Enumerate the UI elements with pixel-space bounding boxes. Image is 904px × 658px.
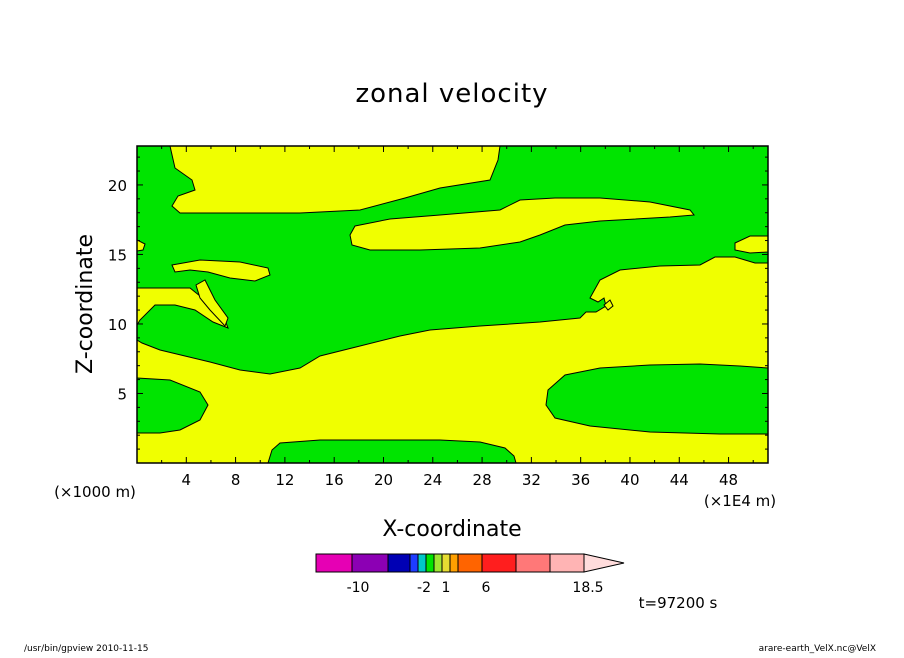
y-tick-label: 10 bbox=[108, 316, 127, 334]
colorbar-segment bbox=[449, 553, 459, 573]
y-tick-label: 5 bbox=[117, 385, 127, 403]
contour-region-left-tongue-b bbox=[195, 279, 229, 327]
x-tick-label: 36 bbox=[571, 471, 590, 489]
contour-region-middle-right bbox=[349, 197, 695, 251]
colorbar-segment bbox=[481, 553, 517, 573]
plot-frame bbox=[136, 145, 769, 464]
colorbar-tick-label: 18.5 bbox=[572, 580, 603, 596]
contour-region-left-edge bbox=[137, 239, 146, 252]
colorbar-ticks: -10 -2 1 6 18.5 bbox=[347, 580, 604, 596]
colorbar-segment bbox=[387, 553, 411, 573]
y-tick-label: 15 bbox=[108, 246, 127, 264]
footer-right: arare-earth_VelX.nc@VelX bbox=[759, 644, 876, 654]
y-tick-label: 20 bbox=[108, 177, 127, 195]
x-tick-label: 20 bbox=[374, 471, 393, 489]
contour-region-bottom bbox=[267, 439, 517, 463]
colorbar-segment bbox=[549, 553, 585, 573]
x-axis: 4 8 12 16 20 24 28 32 36 40 44 48 bbox=[161, 146, 754, 489]
colorbar-segment bbox=[409, 553, 419, 573]
colorbar-segment bbox=[515, 553, 551, 573]
colorbar-segment bbox=[315, 553, 353, 573]
chart-title: zonal velocity bbox=[355, 79, 548, 109]
colorbar-tick-label: -2 bbox=[417, 580, 431, 596]
x-tick-label: 40 bbox=[620, 471, 639, 489]
contour-speck bbox=[603, 299, 614, 311]
x-scale-note: (×1000 m) bbox=[54, 483, 136, 501]
y-axis-label: Z-coordinate bbox=[73, 234, 98, 374]
colorbar-segment bbox=[457, 553, 483, 573]
colorbar-segment bbox=[417, 553, 427, 573]
contour-region-right-edge bbox=[734, 235, 768, 254]
x-tick-label: 4 bbox=[182, 471, 192, 489]
x-tick-label: 8 bbox=[231, 471, 241, 489]
x-tick-label: 44 bbox=[670, 471, 689, 489]
x-tick-label: 24 bbox=[423, 471, 442, 489]
x-tick-label: 48 bbox=[719, 471, 738, 489]
contour-region-left-small bbox=[171, 259, 271, 282]
colorbar-segment bbox=[441, 553, 451, 573]
colorbar-segment bbox=[425, 553, 435, 573]
colorbar-segment bbox=[351, 553, 389, 573]
time-label: t=97200 s bbox=[639, 594, 718, 612]
x-axis-label: X-coordinate bbox=[382, 517, 521, 542]
footer-left: /usr/bin/gpview 2010-11-15 bbox=[24, 644, 148, 654]
x-tick-label: 32 bbox=[522, 471, 541, 489]
contour-region-lower-right bbox=[545, 363, 768, 435]
x-tick-label: 12 bbox=[275, 471, 294, 489]
colorbar-extension-arrow bbox=[583, 553, 625, 573]
y-axis: 5 10 15 20 bbox=[108, 156, 768, 450]
x-tick-label: 16 bbox=[325, 471, 344, 489]
colorbar-segment bbox=[433, 553, 443, 573]
contour-region-upper-left bbox=[169, 146, 501, 214]
contour-region-lower-left bbox=[137, 377, 209, 434]
x-tick-label: 28 bbox=[473, 471, 492, 489]
x-unit-note: (×1E4 m) bbox=[704, 492, 776, 510]
colorbar bbox=[315, 553, 625, 573]
colorbar-tick-label: 1 bbox=[442, 580, 451, 596]
colorbar-tick-label: -10 bbox=[347, 580, 370, 596]
colorbar-tick-label: 6 bbox=[482, 580, 491, 596]
